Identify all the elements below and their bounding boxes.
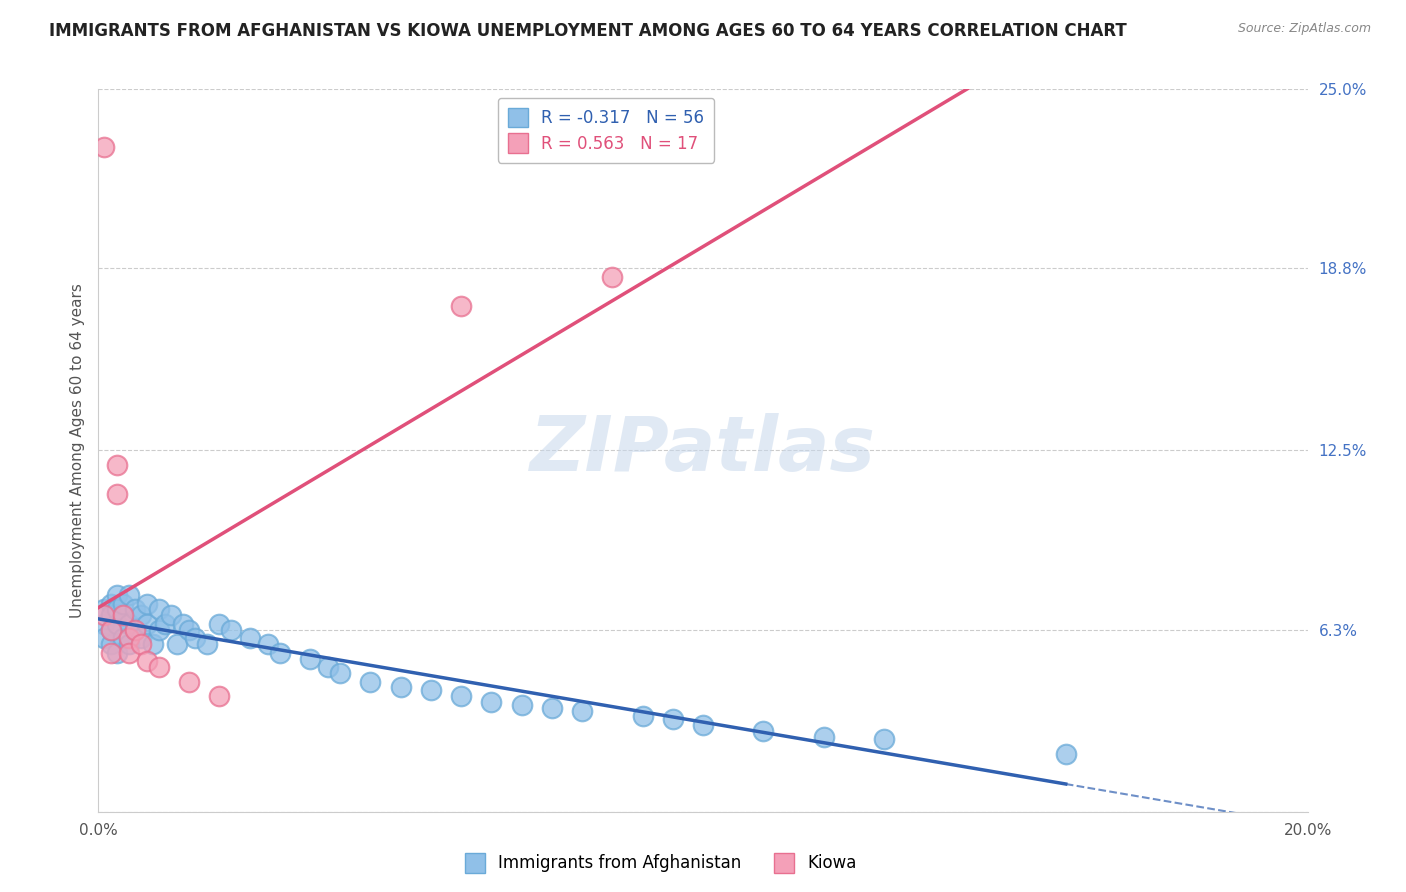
- Point: [93, 616, 115, 631]
- Point: [111, 608, 134, 623]
- Point: [105, 458, 128, 472]
- Point: [135, 655, 157, 669]
- Point: [221, 623, 243, 637]
- Y-axis label: Unemployment Among Ages 60 to 64 years: Unemployment Among Ages 60 to 64 years: [69, 283, 84, 618]
- Point: [208, 689, 231, 703]
- Point: [873, 732, 896, 747]
- Point: [118, 646, 141, 660]
- Point: [148, 602, 170, 616]
- Point: [93, 632, 115, 646]
- Point: [129, 608, 152, 623]
- Point: [153, 616, 176, 631]
- Point: [269, 646, 291, 660]
- Point: [571, 704, 593, 718]
- Point: [813, 730, 835, 744]
- Point: [160, 608, 183, 623]
- Point: [118, 616, 141, 631]
- Point: [316, 660, 339, 674]
- Point: [208, 616, 231, 631]
- Point: [100, 646, 122, 660]
- Point: [111, 608, 134, 623]
- Point: [360, 674, 382, 689]
- Point: [692, 718, 714, 732]
- Point: [420, 683, 443, 698]
- Point: [93, 608, 115, 623]
- Point: [329, 665, 352, 680]
- Point: [179, 674, 201, 689]
- Point: [631, 709, 654, 723]
- Point: [100, 597, 122, 611]
- Point: [129, 632, 152, 646]
- Point: [124, 623, 146, 637]
- Point: [124, 602, 146, 616]
- Point: [540, 700, 562, 714]
- Point: [172, 616, 194, 631]
- Point: [124, 623, 146, 637]
- Point: [184, 632, 207, 646]
- Point: [100, 623, 122, 637]
- Point: [111, 632, 134, 646]
- Text: ZIPatlas: ZIPatlas: [530, 414, 876, 487]
- Legend: R = -0.317   N = 56, R = 0.563   N = 17: R = -0.317 N = 56, R = 0.563 N = 17: [498, 97, 714, 162]
- Point: [299, 651, 322, 665]
- Point: [118, 637, 141, 651]
- Point: [166, 637, 188, 651]
- Legend: Immigrants from Afghanistan, Kiowa: Immigrants from Afghanistan, Kiowa: [458, 847, 863, 880]
- Point: [481, 695, 503, 709]
- Text: IMMIGRANTS FROM AFGHANISTAN VS KIOWA UNEMPLOYMENT AMONG AGES 60 TO 64 YEARS CORR: IMMIGRANTS FROM AFGHANISTAN VS KIOWA UNE…: [49, 22, 1128, 40]
- Point: [105, 602, 128, 616]
- Point: [602, 270, 624, 285]
- Point: [135, 616, 157, 631]
- Point: [100, 608, 122, 623]
- Point: [135, 597, 157, 611]
- Text: Source: ZipAtlas.com: Source: ZipAtlas.com: [1237, 22, 1371, 36]
- Point: [195, 637, 218, 651]
- Point: [111, 597, 134, 611]
- Point: [1054, 747, 1077, 761]
- Point: [148, 660, 170, 674]
- Point: [179, 623, 201, 637]
- Point: [510, 698, 533, 712]
- Point: [118, 588, 141, 602]
- Point: [752, 723, 775, 738]
- Point: [239, 632, 262, 646]
- Point: [450, 689, 472, 703]
- Point: [105, 588, 128, 602]
- Point: [256, 637, 278, 651]
- Point: [105, 616, 128, 631]
- Point: [100, 623, 122, 637]
- Point: [105, 646, 128, 660]
- Point: [661, 712, 683, 726]
- Point: [148, 623, 170, 637]
- Point: [93, 602, 115, 616]
- Point: [450, 299, 472, 313]
- Point: [142, 637, 165, 651]
- Point: [129, 637, 152, 651]
- Point: [93, 140, 115, 154]
- Point: [118, 632, 141, 646]
- Point: [105, 487, 128, 501]
- Point: [389, 681, 412, 695]
- Point: [100, 637, 122, 651]
